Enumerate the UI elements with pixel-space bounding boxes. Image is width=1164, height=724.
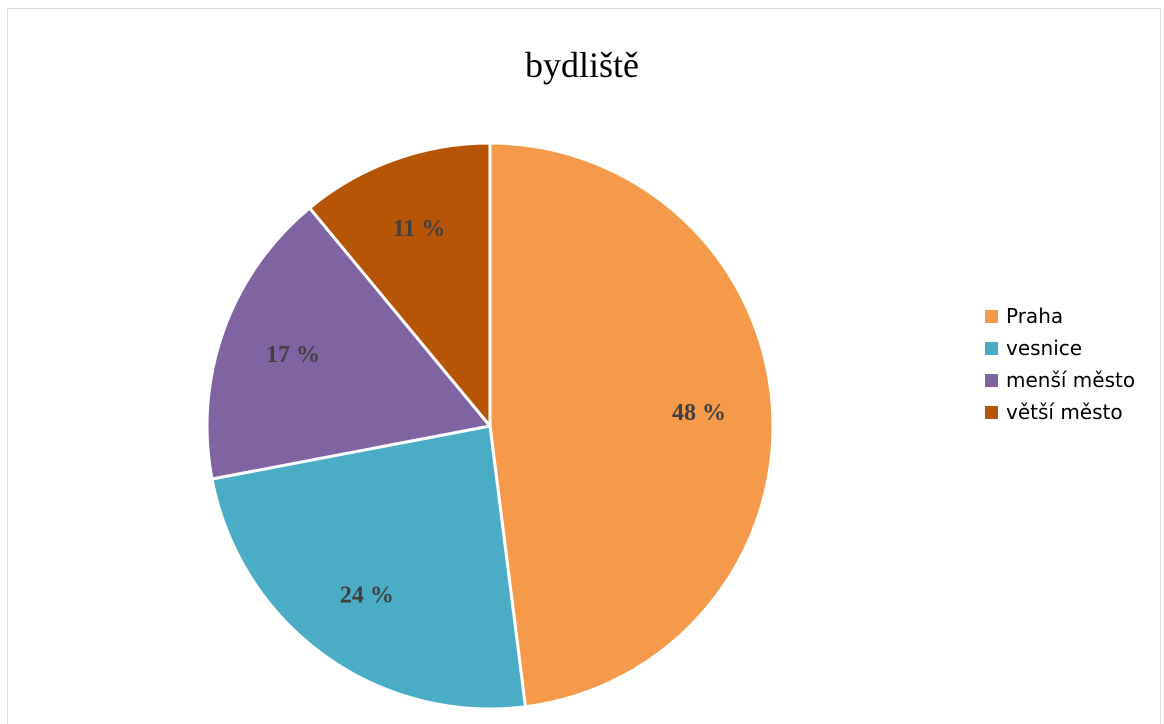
legend-swatch [985,373,998,387]
slice-data-label: 17 % [266,342,320,368]
legend-item: větší město [985,396,1135,428]
slice-data-label: 24 % [340,582,394,608]
slice-data-label: 48 % [672,400,726,426]
pie-slice-4 [308,141,492,428]
legend-swatch [985,341,998,355]
legend-swatch [985,405,998,419]
legend-item: Praha [985,300,1135,332]
legend-label: menší město [1006,368,1136,392]
legend: Praha vesnice menší město větší město [985,300,1135,428]
chart-title: bydliště [525,45,639,85]
pie-slice-1 [488,141,775,709]
legend-label: větší město [1006,400,1123,424]
legend-item: vesnice [985,332,1135,364]
legend-label: Praha [1006,304,1064,328]
pie-slice-2 [210,424,527,711]
pie-slice-3 [205,206,492,481]
legend-swatch [985,309,998,323]
legend-label: vesnice [1006,336,1083,360]
legend-item: menší město [985,364,1135,396]
slice-data-label: 11 % [393,216,446,242]
